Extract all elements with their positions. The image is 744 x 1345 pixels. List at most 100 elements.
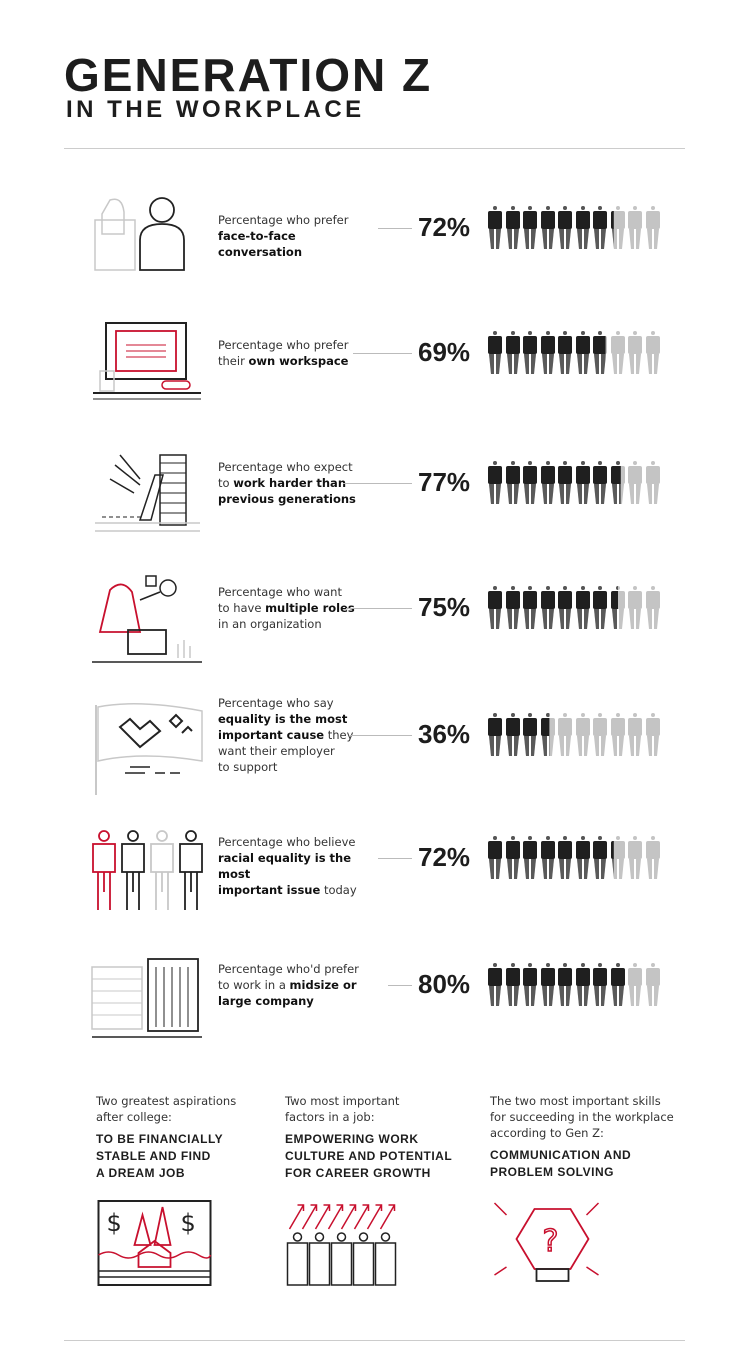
takeaway-intro: factors in a job: — [285, 1110, 375, 1124]
two-people-conversation-icon — [94, 197, 185, 271]
takeaway-headline: CULTURE AND POTENTIAL — [285, 1149, 453, 1163]
lightbulb-question-icon: ? — [493, 1202, 600, 1282]
person-figure — [610, 713, 625, 756]
person-figure — [523, 713, 537, 756]
person-figure — [628, 331, 642, 374]
takeaway-column: The two most important skills for succeed… — [490, 1093, 680, 1181]
person-figure — [628, 586, 642, 629]
person-figure — [593, 713, 607, 756]
title-line1: GENERATION Z — [64, 49, 433, 101]
person-figure — [628, 713, 642, 756]
computer-workspace-icon — [93, 322, 201, 400]
person-figure — [505, 963, 520, 1006]
takeaway-intro: according to Gen Z: — [490, 1126, 604, 1140]
person-figure — [645, 713, 660, 756]
stat-text-bold: equality is the most — [218, 712, 348, 726]
connector-line — [343, 483, 412, 484]
stat-text-bold: midsize or — [289, 978, 357, 992]
person-figure — [645, 586, 660, 629]
laptop-paper-stack-icon — [95, 454, 200, 532]
person-figure — [505, 331, 520, 374]
person-figure — [505, 586, 520, 629]
stat-row: Percentage who'd prefer to work in a mids… — [0, 0, 744, 1038]
person-figure — [593, 461, 607, 504]
stat-text: in an organization — [218, 617, 322, 631]
stat-text: to support — [218, 760, 278, 774]
stat-percent: 72% — [418, 212, 471, 242]
person-figure — [558, 713, 572, 756]
person-figure — [558, 461, 572, 504]
stat-row: Percentage who believe racial equality is… — [0, 0, 744, 910]
person-figure — [540, 206, 555, 249]
stat-text: Percentage who prefer — [218, 338, 349, 352]
person-figure — [593, 206, 607, 249]
stat-description: Percentage who expect to work harder than… — [218, 459, 378, 507]
bottom-divider — [64, 1340, 685, 1341]
multitasking-person-icon — [92, 575, 202, 663]
stat-row: Percentage who prefer face-to-face conver… — [0, 0, 744, 271]
takeaway-intro: The two most important skills — [490, 1094, 661, 1108]
person-figure — [540, 331, 555, 374]
person-figure — [593, 331, 607, 374]
person-figure — [610, 963, 625, 1006]
connector-line — [388, 985, 412, 986]
person-figure — [593, 963, 607, 1006]
takeaway-intro: Two greatest aspirations — [96, 1094, 237, 1108]
person-figure — [645, 206, 660, 249]
person-figure — [558, 836, 572, 879]
equality-flag-icon — [95, 703, 203, 795]
person-figure — [505, 461, 520, 504]
stat-text: to — [218, 476, 234, 490]
person-figure — [523, 331, 537, 374]
stat-text-bold: face-to-face conversation — [218, 229, 303, 259]
takeaway-headline: A DREAM JOB — [96, 1166, 186, 1180]
money-house-icon: $ $ — [97, 1200, 212, 1286]
person-figure — [488, 331, 502, 374]
title-line2: IN THE WORKPLACE — [66, 96, 365, 123]
person-figure — [540, 963, 555, 1006]
stat-text: to have — [218, 601, 266, 615]
person-figure — [505, 713, 520, 756]
connector-line — [378, 858, 412, 859]
person-figure — [610, 331, 625, 374]
stat-row: Percentage who expect to work harder than… — [0, 0, 744, 532]
person-figure — [628, 836, 642, 879]
takeaway-headline: TO BE FINANCIALLY — [96, 1132, 224, 1146]
stat-text-bold: previous generations — [218, 492, 356, 506]
stat-text: today — [320, 883, 357, 897]
stat-text-bold: important cause — [218, 728, 325, 742]
pictogram-bar — [488, 963, 663, 1007]
pictogram-bar — [488, 713, 663, 757]
takeaway-headline: STABLE AND FIND — [96, 1149, 211, 1163]
stat-text: their — [218, 354, 249, 368]
pictogram-bar — [488, 836, 663, 880]
growing-team-icon — [286, 1204, 397, 1286]
stat-text-bold: important issue — [218, 883, 321, 897]
stat-percent: 72% — [418, 842, 471, 872]
stat-text: Percentage who want — [218, 585, 342, 599]
pictogram-bar — [488, 586, 663, 630]
person-figure — [523, 836, 537, 879]
takeaway-headline: COMMUNICATION AND — [490, 1148, 632, 1162]
person-figure — [610, 836, 625, 879]
person-figure — [575, 963, 590, 1006]
person-figure — [575, 586, 590, 629]
person-figure — [488, 836, 502, 879]
person-figure — [523, 461, 537, 504]
person-figure — [523, 206, 537, 249]
stat-text: Percentage who prefer — [218, 213, 349, 227]
connector-line — [350, 735, 412, 736]
svg-text:$: $ — [181, 1209, 196, 1237]
person-figure — [610, 206, 625, 249]
svg-text:?: ? — [543, 1224, 559, 1259]
takeaway-column: Two most important factors in a job: EMPO… — [285, 1093, 475, 1182]
person-figure — [488, 713, 502, 756]
person-figure — [628, 461, 642, 504]
person-figure — [645, 461, 660, 504]
pictogram-bar — [488, 331, 663, 375]
stat-text: want their employer — [218, 744, 335, 758]
stat-text-bold: racial equality is the most — [218, 851, 352, 881]
stat-percent: 77% — [418, 467, 471, 497]
person-figure — [628, 963, 642, 1006]
stat-description: Percentage who prefer face-to-face conver… — [218, 212, 378, 260]
